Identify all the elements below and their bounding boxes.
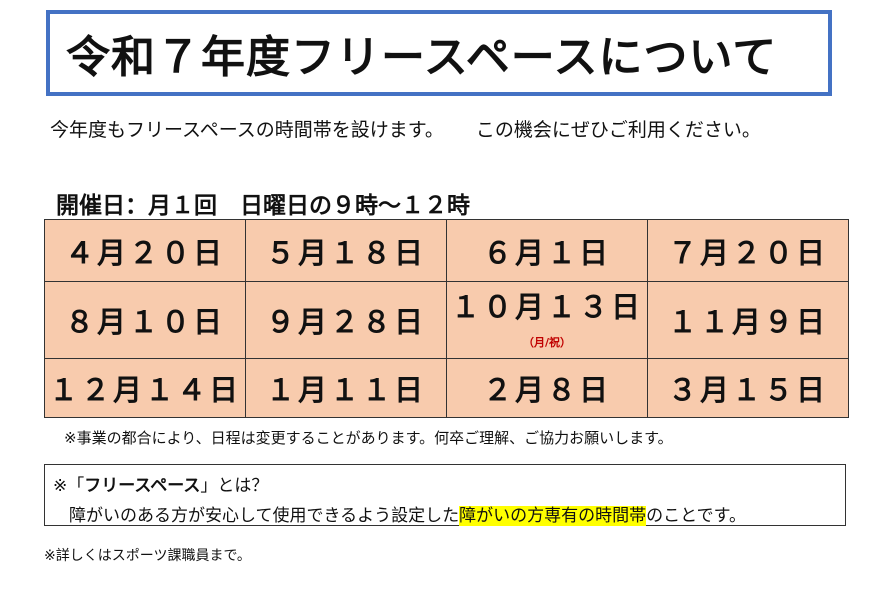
date-cell: ４月２０日 — [44, 219, 246, 282]
definition-title: ※「フリースペース」とは？ — [53, 471, 268, 496]
date-cell: １１月９日 — [647, 281, 849, 359]
date-cell: ３月１５日 — [647, 358, 849, 418]
footer-note: ※詳しくはスポーツ課職員まで。 — [44, 548, 251, 564]
table-row: ８月１０日 ９月２８日 １０月１３日 （月/祝） １１月９日 — [44, 281, 849, 359]
table-row: １２月１４日 １月１１日 ２月８日 ３月１５日 — [44, 358, 849, 418]
title-box: 令和７年度フリースペースについて — [46, 10, 832, 96]
date-cell: １月１１日 — [245, 358, 447, 418]
date-cell: ８月１０日 — [44, 281, 246, 359]
date-cell: ２月８日 — [446, 358, 648, 418]
intro-part-2: この機会にぜひご利用ください。 — [475, 119, 761, 141]
date-cell: ５月１８日 — [245, 219, 447, 282]
definition-highlight: 障がいの方専有の時間帯 — [459, 506, 647, 526]
page-title: 令和７年度フリースペースについて — [66, 32, 778, 83]
definition-body-after: のことです。 — [646, 506, 746, 526]
date-cell: ６月１日 — [446, 219, 648, 282]
date-cell: ７月２０日 — [647, 219, 849, 282]
schedule-notice: ※事業の都合により、日程は変更することがあります。何卒ご理解、ご協力お願いします… — [64, 429, 673, 447]
schedule-label: 開催日：月１回 日曜日の９時〜１２時 — [56, 193, 470, 219]
dates-table: ４月２０日 ５月１８日 ６月１日 ７月２０日 ８月１０日 ９月２８日 １０月１３… — [44, 219, 849, 418]
definition-body: 障がいのある方が安心して使用できるよう設定した障がいの方専有の時間帯のことです。 — [69, 501, 746, 526]
table-row: ４月２０日 ５月１８日 ６月１日 ７月２０日 — [44, 219, 849, 282]
definition-box: ※「フリースペース」とは？ 障がいのある方が安心して使用できるよう設定した障がい… — [44, 464, 846, 526]
date-cell-holiday: １０月１３日 （月/祝） — [446, 281, 648, 359]
date-cell: ９月２８日 — [245, 281, 447, 359]
definition-prefix: ※「 — [53, 476, 85, 496]
date-cell-text: １０月１３日 — [450, 290, 643, 324]
date-cell: １２月１４日 — [44, 358, 246, 418]
holiday-note: （月/祝） — [522, 336, 572, 349]
definition-term: フリースペース — [84, 476, 201, 496]
intro-part-1: 今年度もフリースペースの時間帯を設けます。 — [50, 119, 444, 141]
definition-body-before: 障がいのある方が安心して使用できるよう設定した — [69, 506, 460, 526]
definition-suffix: 」とは？ — [200, 476, 269, 496]
intro-text: 今年度もフリースペースの時間帯を設けます。 この機会にぜひご利用ください。 — [50, 115, 850, 142]
